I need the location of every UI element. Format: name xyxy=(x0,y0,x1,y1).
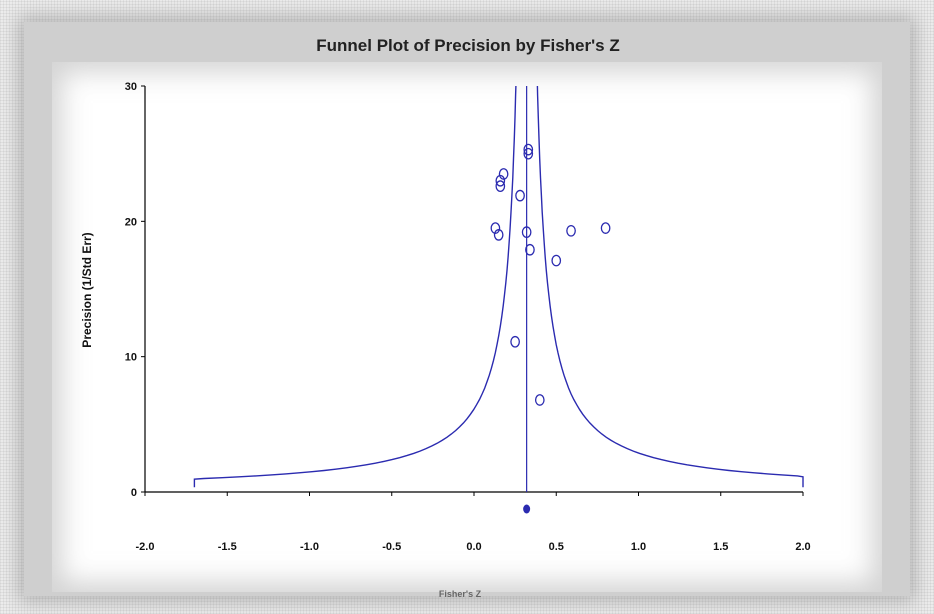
summary-effect-marker xyxy=(523,504,531,514)
funnel-left-line xyxy=(193,85,517,488)
study-point xyxy=(521,226,532,239)
study-point xyxy=(525,243,535,256)
x-tick-label: 1.5 xyxy=(713,541,728,553)
x-tick-label: 0.5 xyxy=(549,541,564,553)
tick-labels: -2.0 -1.5 -1.0 -0.5 0.0 0.5 1.0 1.5 2.0 0 10 20 30 xyxy=(125,81,811,553)
study-point xyxy=(600,222,611,234)
study-point xyxy=(523,143,534,156)
y-tick-label: 10 xyxy=(125,352,137,364)
x-tick-label: 1.0 xyxy=(631,541,646,553)
study-point xyxy=(510,335,520,348)
study-point xyxy=(523,147,534,160)
study-point xyxy=(490,222,501,234)
plot-background xyxy=(52,62,882,592)
study-point xyxy=(566,224,576,237)
study-point xyxy=(515,189,525,202)
study-point xyxy=(493,229,504,241)
y-tick-label: 0 xyxy=(131,487,137,499)
chart-title: Funnel Plot of Precision by Fisher's Z xyxy=(316,36,619,55)
y-tick-label: 20 xyxy=(125,216,137,228)
study-point xyxy=(495,174,506,187)
funnel-right-line xyxy=(536,85,804,488)
study-point xyxy=(551,254,562,267)
study-point xyxy=(495,180,506,192)
x-tick-label: -1.5 xyxy=(218,541,237,553)
y-axis-label: Precision (1/Std Err) xyxy=(80,232,94,347)
x-tick-label: -0.5 xyxy=(382,541,401,553)
x-tick-label: -1.0 xyxy=(300,541,319,553)
study-point xyxy=(498,168,509,180)
funnel-lines xyxy=(193,85,804,514)
axes xyxy=(144,86,803,493)
x-axis-label: Fisher's Z xyxy=(439,589,482,599)
y-tick-label: 30 xyxy=(125,81,137,93)
x-tick-label: -2.0 xyxy=(136,541,155,553)
x-tick-label: 2.0 xyxy=(795,541,810,553)
x-tick-label: 0.0 xyxy=(466,541,481,553)
study-point xyxy=(534,394,545,406)
data-points xyxy=(490,143,611,406)
